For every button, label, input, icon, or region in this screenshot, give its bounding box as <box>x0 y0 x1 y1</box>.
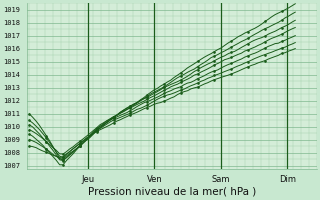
X-axis label: Pression niveau de la mer( hPa ): Pression niveau de la mer( hPa ) <box>87 187 256 197</box>
